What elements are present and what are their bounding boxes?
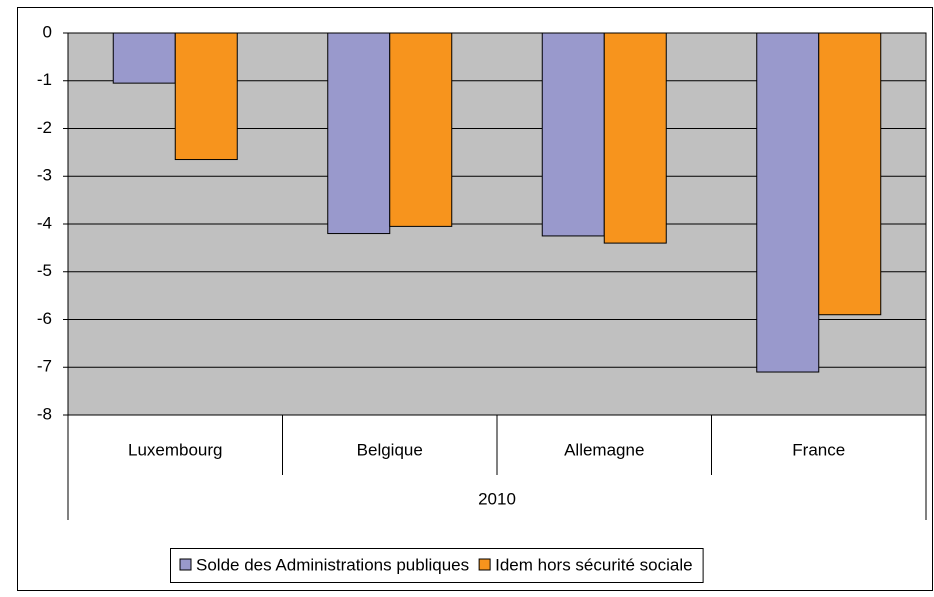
x-tick-label: Luxembourg — [128, 440, 223, 459]
x-tick-label: France — [792, 440, 845, 459]
bar — [541, 32, 605, 237]
bar — [327, 32, 391, 235]
y-tick-label: -8 — [37, 404, 52, 423]
y-tick-label: -5 — [37, 261, 52, 280]
legend-label: Idem hors sécurité sociale — [495, 555, 692, 574]
bar — [389, 32, 453, 227]
y-tick-label: -7 — [37, 357, 52, 376]
legend-swatch — [478, 558, 491, 571]
y-tick-label: -3 — [37, 166, 52, 185]
bar — [756, 32, 820, 373]
bar — [603, 32, 667, 244]
legend — [170, 548, 704, 583]
x-tick-label: Belgique — [357, 440, 423, 459]
y-tick-label: -4 — [37, 213, 52, 232]
y-tick-label: 0 — [43, 22, 52, 41]
group-label: 2010 — [478, 489, 516, 508]
y-tick-label: -1 — [37, 70, 52, 89]
x-tick-label: Allemagne — [564, 440, 644, 459]
y-tick-label: -2 — [37, 118, 52, 137]
bar — [818, 32, 882, 316]
bar — [174, 32, 238, 161]
y-tick-label: -6 — [37, 309, 52, 328]
legend-label: Solde des Administrations publiques — [196, 555, 469, 574]
bar — [112, 32, 176, 84]
legend-swatch — [179, 558, 192, 571]
